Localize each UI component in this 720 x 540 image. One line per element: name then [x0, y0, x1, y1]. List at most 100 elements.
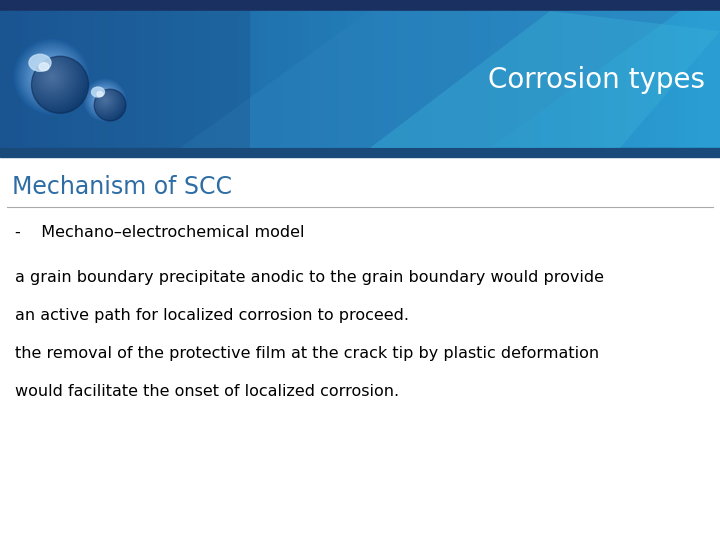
- Bar: [331, 11, 338, 148]
- Circle shape: [47, 72, 57, 82]
- Bar: [648, 11, 655, 148]
- Circle shape: [84, 79, 126, 121]
- Bar: [43, 11, 50, 148]
- Text: Corrosion types: Corrosion types: [488, 65, 705, 93]
- Bar: [259, 11, 266, 148]
- Circle shape: [89, 84, 121, 116]
- Circle shape: [94, 89, 116, 111]
- Bar: [677, 11, 684, 148]
- Bar: [194, 11, 202, 148]
- Bar: [403, 11, 410, 148]
- Circle shape: [86, 81, 124, 119]
- Bar: [684, 11, 691, 148]
- Bar: [22, 11, 29, 148]
- Circle shape: [23, 48, 81, 106]
- Bar: [0, 11, 7, 148]
- Circle shape: [40, 65, 64, 89]
- Bar: [547, 11, 554, 148]
- Bar: [662, 11, 670, 148]
- Circle shape: [32, 57, 72, 97]
- Bar: [130, 11, 137, 148]
- Bar: [295, 11, 302, 148]
- Circle shape: [36, 61, 68, 93]
- Bar: [72, 11, 79, 148]
- Bar: [216, 11, 223, 148]
- Ellipse shape: [39, 63, 49, 71]
- Bar: [230, 11, 238, 148]
- Bar: [461, 11, 468, 148]
- Circle shape: [41, 66, 63, 88]
- Bar: [533, 11, 540, 148]
- Bar: [0, 148, 720, 157]
- Circle shape: [33, 58, 71, 96]
- Circle shape: [90, 85, 120, 115]
- Circle shape: [104, 99, 106, 101]
- Bar: [641, 11, 648, 148]
- Bar: [446, 11, 454, 148]
- Bar: [518, 11, 526, 148]
- Bar: [324, 11, 331, 148]
- Ellipse shape: [29, 54, 51, 71]
- Bar: [554, 11, 562, 148]
- Circle shape: [20, 45, 84, 109]
- Bar: [36, 11, 43, 148]
- Circle shape: [35, 60, 69, 94]
- Circle shape: [14, 39, 90, 115]
- Bar: [482, 11, 490, 148]
- Bar: [187, 11, 194, 148]
- Text: an active path for localized corrosion to proceed.: an active path for localized corrosion t…: [15, 308, 409, 323]
- Circle shape: [26, 51, 78, 103]
- Polygon shape: [0, 11, 250, 148]
- Bar: [108, 11, 115, 148]
- Circle shape: [44, 69, 60, 85]
- Circle shape: [97, 92, 113, 108]
- Bar: [209, 11, 216, 148]
- Bar: [497, 11, 504, 148]
- Bar: [569, 11, 576, 148]
- Bar: [158, 11, 166, 148]
- Circle shape: [30, 55, 74, 99]
- Circle shape: [34, 59, 70, 94]
- Circle shape: [21, 46, 83, 108]
- Bar: [691, 11, 698, 148]
- Bar: [302, 11, 310, 148]
- Circle shape: [87, 82, 123, 118]
- Bar: [454, 11, 461, 148]
- Circle shape: [95, 90, 115, 110]
- Bar: [86, 11, 94, 148]
- Bar: [655, 11, 662, 148]
- Bar: [58, 11, 65, 148]
- Bar: [223, 11, 230, 148]
- Circle shape: [50, 75, 54, 79]
- Bar: [360, 11, 367, 148]
- Bar: [353, 11, 360, 148]
- Bar: [605, 11, 612, 148]
- Circle shape: [17, 42, 87, 112]
- Circle shape: [32, 56, 89, 113]
- Bar: [382, 11, 389, 148]
- Text: Mechanism of SCC: Mechanism of SCC: [12, 175, 232, 199]
- Bar: [511, 11, 518, 148]
- Circle shape: [28, 53, 76, 101]
- Circle shape: [102, 97, 108, 103]
- Bar: [468, 11, 475, 148]
- Bar: [706, 11, 713, 148]
- Bar: [0, 157, 720, 540]
- Ellipse shape: [91, 87, 104, 97]
- Bar: [238, 11, 245, 148]
- Circle shape: [39, 64, 65, 90]
- Circle shape: [25, 50, 79, 104]
- Bar: [101, 11, 108, 148]
- Bar: [274, 11, 281, 148]
- Polygon shape: [370, 11, 720, 148]
- Bar: [122, 11, 130, 148]
- Bar: [346, 11, 353, 148]
- Bar: [396, 11, 403, 148]
- Bar: [317, 11, 324, 148]
- Circle shape: [91, 86, 119, 114]
- Bar: [612, 11, 619, 148]
- Circle shape: [85, 80, 125, 120]
- Bar: [50, 11, 58, 148]
- Circle shape: [100, 95, 110, 105]
- Circle shape: [15, 40, 89, 114]
